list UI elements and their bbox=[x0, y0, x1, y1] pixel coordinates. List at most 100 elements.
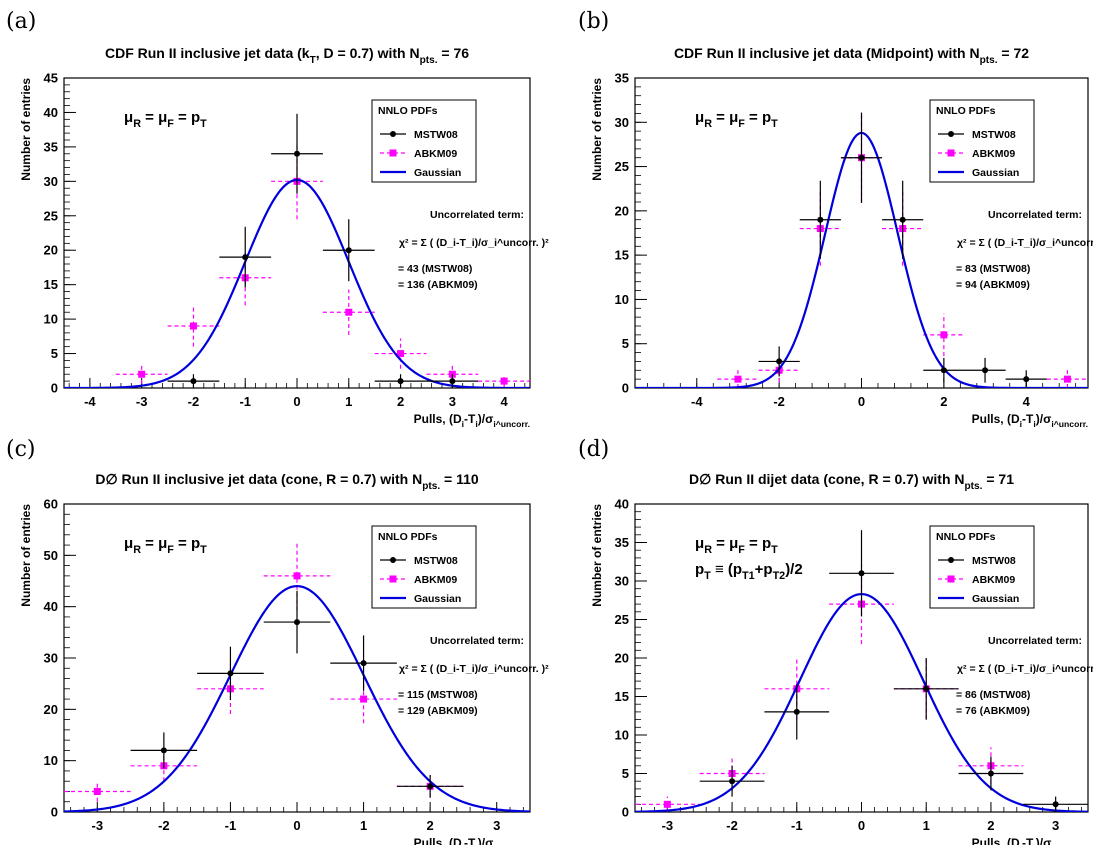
y-tick-label: 35 bbox=[615, 535, 629, 550]
mstw08-point bbox=[1005, 370, 1047, 388]
y-axis-title-d: Number of entries bbox=[590, 504, 604, 607]
y-tick-label: 35 bbox=[615, 71, 629, 86]
chi2-value: = 86 (MSTW08) bbox=[956, 689, 1030, 701]
abkm09-point bbox=[115, 364, 168, 384]
mstw08-marker bbox=[858, 154, 865, 161]
panel-a-letter: (a) bbox=[6, 9, 36, 34]
y-tick-label: 0 bbox=[51, 805, 58, 820]
abkm09-point bbox=[64, 781, 131, 802]
chi2-formula: χ² = Σ ( (D_i-T_i)/σ_i^uncorr. )² bbox=[399, 237, 549, 249]
legend-label: MSTW08 bbox=[972, 129, 1016, 141]
y-tick-label: 35 bbox=[44, 139, 58, 154]
x-axis-title-d: Pulls, (Di-Ti)/σi^uncorr. bbox=[972, 836, 1088, 845]
mstw08-marker bbox=[923, 685, 930, 692]
legend-entry-gaussian: Gaussian bbox=[380, 167, 461, 179]
chi2-summary-b: Uncorrelated term: χ² = Σ ( (D_i-T_i)/σ_i… bbox=[956, 209, 1093, 291]
mstw08-point bbox=[263, 590, 331, 654]
y-tick-label: 20 bbox=[615, 203, 629, 218]
mstw08-marker bbox=[294, 619, 300, 626]
chi2-heading: Uncorrelated term: bbox=[430, 635, 524, 647]
x-tick-label: 0 bbox=[293, 818, 300, 833]
legend-swatch-marker bbox=[947, 149, 955, 157]
panel-c-letter: (c) bbox=[6, 437, 36, 462]
mstw08-point bbox=[758, 346, 800, 377]
mstw08-marker bbox=[817, 216, 824, 223]
x-tick-label: -2 bbox=[158, 818, 170, 833]
chi2-value: = 76 (ABKM09) bbox=[956, 705, 1030, 717]
legend-entry-gaussian: Gaussian bbox=[938, 593, 1019, 605]
x-tick-label: 0 bbox=[293, 394, 300, 409]
chi2-value: = 115 (MSTW08) bbox=[398, 689, 478, 701]
scale-label: pT ≡ (pT1+pT2)/2 bbox=[695, 561, 803, 582]
mstw08-point bbox=[829, 530, 894, 617]
mstw08-point bbox=[426, 374, 479, 388]
mstw08-marker bbox=[449, 378, 456, 385]
y-axis-title-a: Number of entries bbox=[19, 78, 33, 181]
x-tick-label: -4 bbox=[84, 394, 96, 409]
abkm09-point bbox=[374, 338, 427, 369]
x-tick-label: -1 bbox=[791, 818, 803, 833]
legend-box bbox=[371, 525, 477, 609]
mstw08-point bbox=[882, 180, 924, 259]
x-tick-label: -2 bbox=[726, 818, 738, 833]
legend-swatch-marker bbox=[948, 557, 954, 563]
legend-label: MSTW08 bbox=[414, 555, 458, 567]
y-tick-label: 5 bbox=[622, 336, 629, 351]
plot-area-b bbox=[635, 112, 1088, 388]
legend-title: NNLO PDFs bbox=[936, 531, 996, 543]
mstw08-point bbox=[167, 374, 220, 388]
chi2-formula: χ² = Σ ( (D_i-T_i)/σ_i^uncorr. )² bbox=[957, 237, 1093, 249]
y-tick-label: 20 bbox=[44, 702, 58, 717]
y-axis-title-c: Number of entries bbox=[19, 504, 33, 607]
legend-label: Gaussian bbox=[414, 167, 461, 179]
legend-swatch-marker bbox=[390, 131, 396, 137]
chi2-value: = 83 (MSTW08) bbox=[956, 263, 1030, 275]
y-tick-label: 40 bbox=[615, 497, 629, 512]
abkm09-marker bbox=[1063, 375, 1071, 383]
legend-label: ABKM09 bbox=[972, 574, 1015, 586]
x-tick-label: -2 bbox=[773, 394, 785, 409]
legend-box bbox=[929, 525, 1035, 609]
y-tick-label: 30 bbox=[44, 651, 58, 666]
legend-swatch-marker bbox=[389, 575, 397, 583]
abkm09-point bbox=[717, 370, 759, 388]
mstw08-marker bbox=[1052, 801, 1059, 808]
x-tick-label: 1 bbox=[360, 818, 367, 833]
mstw08-marker bbox=[1023, 376, 1030, 383]
legend-label: MSTW08 bbox=[972, 555, 1016, 567]
mstw08-marker bbox=[190, 378, 197, 385]
abkm09-point bbox=[478, 374, 530, 388]
legend-label: Gaussian bbox=[972, 593, 1019, 605]
y-tick-label: 25 bbox=[44, 208, 58, 223]
mstw08-point bbox=[1023, 796, 1088, 812]
mstw08-marker bbox=[776, 358, 783, 365]
x-tick-label: 2 bbox=[397, 394, 404, 409]
x-tick-label: -3 bbox=[136, 394, 148, 409]
x-tick-label: -2 bbox=[188, 394, 200, 409]
mstw08-point bbox=[699, 765, 765, 797]
legend-entry-mstw08: MSTW08 bbox=[938, 129, 1016, 141]
abkm09-marker bbox=[138, 370, 146, 378]
mstw08-marker bbox=[858, 570, 865, 577]
abkm09-marker bbox=[500, 377, 508, 385]
chi2-formula: χ² = Σ ( (D_i-T_i)/σ_i^uncorr. )² bbox=[957, 663, 1093, 675]
y-tick-label: 5 bbox=[622, 766, 629, 781]
chi2-value: = 129 (ABKM09) bbox=[398, 705, 478, 717]
scale-label: μR = μF = pT bbox=[124, 535, 207, 556]
legend-swatch-marker bbox=[390, 557, 396, 563]
mstw08-point bbox=[271, 113, 323, 194]
y-tick-label: 25 bbox=[615, 159, 629, 174]
chi2-value: = 94 (ABKM09) bbox=[956, 279, 1030, 291]
legend-a: NNLO PDFs MSTW08 ABKM09 Gaussian bbox=[371, 99, 477, 183]
legend-entry-abkm09: ABKM09 bbox=[938, 574, 1015, 586]
abkm09-point bbox=[322, 289, 375, 335]
abkm09-point bbox=[330, 674, 397, 724]
legend-box bbox=[929, 99, 1035, 183]
legend-title: NNLO PDFs bbox=[378, 531, 438, 543]
chi2-summary-d: Uncorrelated term: χ² = Σ ( (D_i-T_i)/σ_i… bbox=[956, 635, 1093, 717]
mstw08-point bbox=[923, 357, 965, 383]
mstw08-point bbox=[396, 775, 464, 798]
legend-swatch-marker bbox=[389, 149, 397, 157]
x-tick-label: 2 bbox=[940, 394, 947, 409]
y-tick-label: 10 bbox=[44, 312, 58, 327]
